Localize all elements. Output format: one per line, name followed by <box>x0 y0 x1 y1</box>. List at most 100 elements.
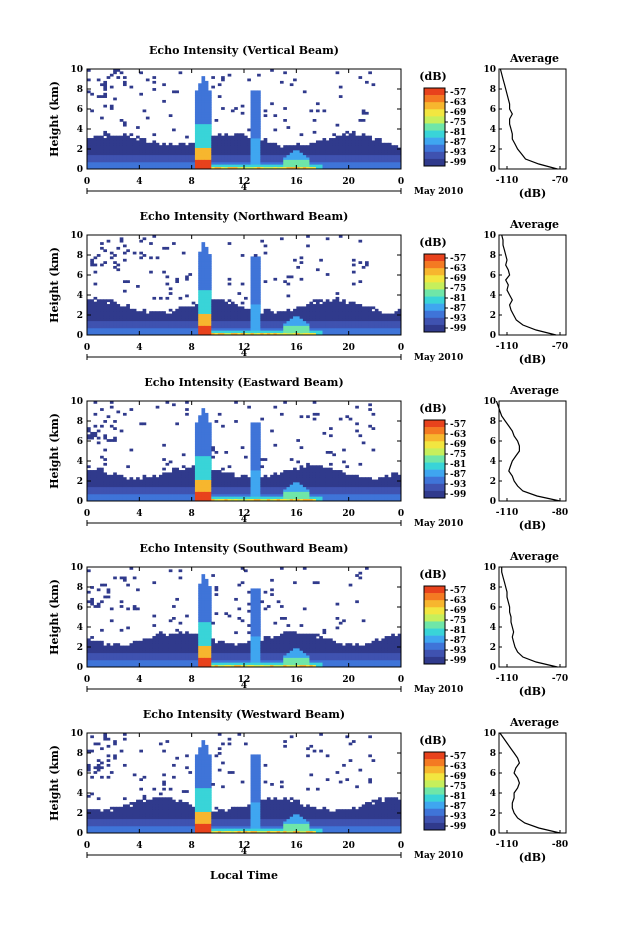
x-tick-label: 0 <box>84 177 90 187</box>
heatmap-cell <box>276 496 281 500</box>
heatmap-cell <box>214 157 219 160</box>
heatmap-cell <box>165 164 170 168</box>
heatmap-cell <box>217 145 222 148</box>
heatmap-cell <box>257 498 261 502</box>
heatmap-cell <box>142 662 147 666</box>
heatmap-cell <box>122 652 127 656</box>
heatmap-cell <box>208 280 212 284</box>
heatmap-cell <box>329 332 333 336</box>
heatmap-cell <box>257 311 261 314</box>
heatmap-cell <box>204 138 209 141</box>
heatmap-cell <box>230 166 235 170</box>
heatmap-cell <box>221 330 225 334</box>
heatmap-cell <box>158 332 163 336</box>
heatmap-cell <box>296 479 300 483</box>
heatmap-cell <box>342 138 346 141</box>
heatmap-cell <box>289 149 294 153</box>
heatmap-cell <box>168 161 173 165</box>
heatmap-cell <box>312 479 317 483</box>
heatmap-cell <box>158 318 163 322</box>
heatmap-cell <box>306 462 310 466</box>
heatmap-cell <box>253 256 258 260</box>
heatmap-cell <box>221 159 225 163</box>
heatmap-cell <box>96 142 101 146</box>
heatmap-cell <box>116 161 121 165</box>
heatmap-cell <box>306 154 310 158</box>
heatmap-cell <box>122 140 127 144</box>
heatmap-cell <box>172 152 176 156</box>
heatmap-cell <box>244 491 248 495</box>
heatmap-cell <box>204 441 209 445</box>
heatmap-cell <box>204 472 209 476</box>
heatmap-cell <box>191 313 196 317</box>
heatmap-cell <box>168 477 173 480</box>
heatmap-cell <box>208 99 212 103</box>
heatmap-cell <box>142 254 147 257</box>
heatmap-cell <box>175 479 179 483</box>
heatmap-cell <box>348 135 353 139</box>
heatmap-cell <box>87 481 91 485</box>
heatmap-cell <box>175 489 179 492</box>
heatmap-cell <box>355 486 359 490</box>
heatmap-cell <box>384 147 389 151</box>
heatmap-cell <box>119 71 124 75</box>
heatmap-cell <box>198 448 202 452</box>
heatmap-cell <box>198 296 202 300</box>
heatmap-cell <box>250 256 255 260</box>
heatmap-cell <box>335 306 340 310</box>
heatmap-cell <box>90 164 94 168</box>
heatmap-cell <box>103 104 108 108</box>
heatmap-cell <box>371 159 376 163</box>
heatmap-cell <box>371 306 376 310</box>
heatmap-cell <box>100 474 104 478</box>
heatmap-cell <box>178 477 183 480</box>
heatmap-cell <box>244 164 248 168</box>
heatmap-cell <box>371 489 376 492</box>
heatmap-cell <box>201 282 206 286</box>
heatmap-cell <box>155 493 160 497</box>
heatmap-cell <box>100 304 104 307</box>
heatmap-cell <box>355 422 359 426</box>
heatmap-cell <box>172 157 176 160</box>
heatmap-cell <box>109 301 114 305</box>
heatmap-cell <box>116 647 121 651</box>
heatmap-cell <box>253 446 258 450</box>
heatmap-cell <box>257 424 261 428</box>
heatmap-cell <box>129 311 134 314</box>
heatmap-cell <box>247 327 251 331</box>
heatmap-cell <box>296 154 300 158</box>
heatmap-cell <box>87 161 91 165</box>
heatmap-cell <box>116 496 121 500</box>
heatmap-cell <box>283 152 287 156</box>
heatmap-cell <box>279 237 284 241</box>
heatmap-cell <box>221 76 225 79</box>
heatmap-cell <box>253 285 258 288</box>
heatmap-cell <box>263 109 268 113</box>
heatmap-cell <box>250 455 255 459</box>
heatmap-cell <box>90 496 94 500</box>
heatmap-cell <box>237 152 242 156</box>
heatmap-cell <box>322 327 327 331</box>
heatmap-cell <box>325 159 330 163</box>
heatmap-cell <box>329 311 333 314</box>
heatmap-cell <box>201 481 206 485</box>
heatmap-cell <box>116 268 121 272</box>
heatmap-cell <box>113 323 117 326</box>
heatmap-cell <box>332 152 336 156</box>
heatmap-cell <box>165 493 170 497</box>
heatmap-cell <box>325 470 330 473</box>
colorbar-segment <box>424 144 445 153</box>
heatmap-cell <box>276 147 281 151</box>
heatmap-cell <box>103 474 108 478</box>
heatmap-cell <box>211 85 215 89</box>
heatmap-cell <box>211 472 215 476</box>
heatmap-cell <box>100 325 104 329</box>
heatmap-cell <box>227 135 232 139</box>
heatmap-cell <box>361 147 366 151</box>
heatmap-cell <box>188 327 193 331</box>
heatmap-cell <box>302 484 307 488</box>
heatmap-cell <box>122 83 127 87</box>
heatmap-cell <box>342 145 346 148</box>
heatmap-cell <box>208 304 212 307</box>
